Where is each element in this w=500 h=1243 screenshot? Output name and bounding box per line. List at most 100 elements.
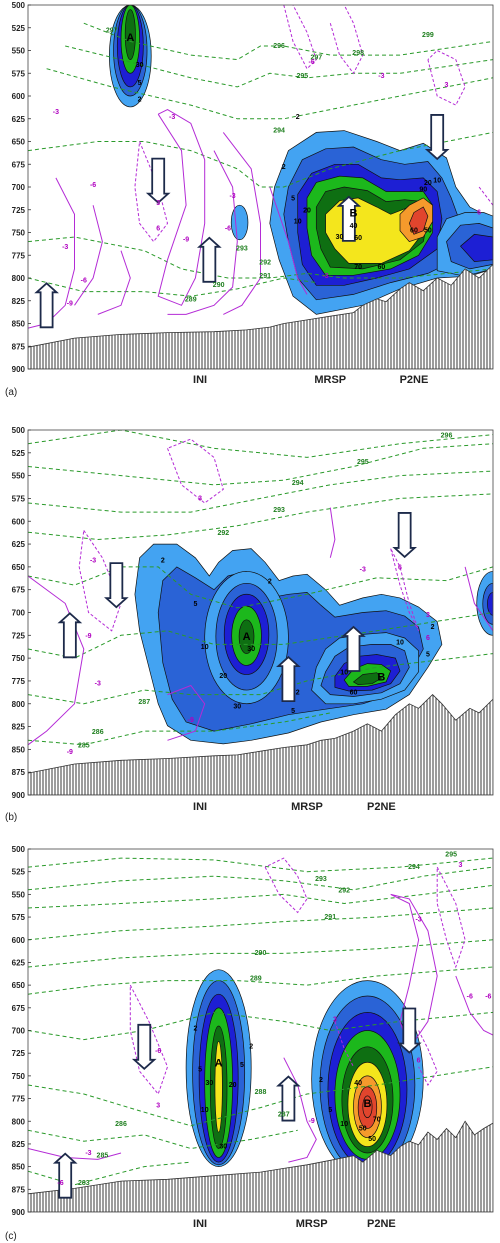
contour-label: 30 xyxy=(233,703,241,710)
y-tick-label: 575 xyxy=(12,69,26,78)
contour-label: 296 xyxy=(273,43,285,50)
omega-isoline-solid xyxy=(455,975,493,1036)
contour-label: 5 xyxy=(240,1062,244,1069)
contour-label: 6 xyxy=(426,635,430,642)
contour-label: 286 xyxy=(92,729,104,736)
y-tick-label: 725 xyxy=(12,1049,26,1058)
contour-label: 297 xyxy=(106,27,118,34)
station-label: MRSP xyxy=(314,374,346,386)
contour-label: 5 xyxy=(193,601,197,608)
y-tick-label: 850 xyxy=(12,320,26,329)
contour-label: -6 xyxy=(57,1180,63,1187)
vertical-motion-arrow-down xyxy=(424,114,450,161)
contour-label: 20 xyxy=(303,207,311,214)
contour-label: 285 xyxy=(97,1153,109,1160)
cell-label: A xyxy=(126,32,134,44)
cloud-contour xyxy=(408,206,429,235)
omega-isoline-solid xyxy=(269,186,308,295)
theta-isoline xyxy=(28,493,493,541)
contour-label: -6 xyxy=(485,994,491,1001)
theta-isoline xyxy=(83,22,493,61)
contour-label: 6 xyxy=(417,1057,421,1064)
y-tick-label: 500 xyxy=(12,426,26,435)
contour-label: -3 xyxy=(85,1150,91,1157)
theta-isoline xyxy=(28,884,493,909)
omega-isoline-dashed xyxy=(427,49,466,106)
contour-label: 30 xyxy=(336,234,344,241)
contour-label: -3 xyxy=(322,273,328,280)
cell-label: B xyxy=(377,671,385,683)
y-tick-label: 825 xyxy=(12,1140,26,1149)
contour-label: 2 xyxy=(268,578,272,585)
contour-label: 2 xyxy=(161,557,165,564)
y-tick-label: 625 xyxy=(12,540,26,549)
station-label: INI xyxy=(193,374,207,386)
y-tick-label: 775 xyxy=(12,251,26,260)
y-tick-label: 750 xyxy=(12,654,26,663)
y-tick-label: 575 xyxy=(12,494,26,503)
terrain xyxy=(28,263,493,369)
contour-label: 291 xyxy=(324,914,336,921)
contour-label: -6 xyxy=(309,59,315,66)
theta-isoline xyxy=(28,907,493,941)
cloud-contour xyxy=(214,1041,223,1133)
vertical-motion-arrow-down xyxy=(131,1023,157,1071)
contour-label: 293 xyxy=(273,507,285,514)
omega-isoline-dashed xyxy=(129,984,169,1096)
contour-label: -9 xyxy=(67,300,73,307)
contour-label: 6 xyxy=(398,565,402,572)
cloud-contour xyxy=(352,672,382,685)
contour-label: 285 xyxy=(78,743,90,750)
vertical-motion-arrow-up xyxy=(276,655,301,703)
theta-isoline xyxy=(28,236,493,279)
cell-label: A xyxy=(215,1057,223,1069)
omega-isoline-dashed xyxy=(334,1021,354,1068)
y-tick-label: 750 xyxy=(12,229,26,238)
contour-label: -3 xyxy=(360,566,366,573)
contour-label: 10 xyxy=(340,1121,348,1128)
theta-isoline xyxy=(65,45,493,88)
contour-label: 292 xyxy=(338,888,350,895)
theta-isoline xyxy=(28,1161,191,1186)
contour-label: 287 xyxy=(138,699,150,706)
y-tick-label: 675 xyxy=(12,586,26,595)
vertical-motion-arrow-up xyxy=(52,1152,78,1199)
y-tick-label: 550 xyxy=(12,47,26,56)
theta-isoline xyxy=(28,566,493,609)
contour-label: 10 xyxy=(340,670,348,677)
contour-label: 40 xyxy=(354,1080,362,1087)
y-tick-label: 650 xyxy=(12,981,26,990)
contour-label: 70 xyxy=(373,1116,381,1123)
contour-label: 30 xyxy=(219,1143,227,1150)
vertical-motion-arrow-down xyxy=(392,512,417,559)
y-tick-label: 800 xyxy=(12,1117,26,1126)
contour-label: 50 xyxy=(359,1125,367,1132)
contour-label: -9 xyxy=(85,633,91,640)
panel-label: (c) xyxy=(5,1231,17,1242)
contour-label: 60 xyxy=(410,228,418,235)
y-tick-label: 750 xyxy=(12,1072,26,1081)
y-tick-label: 525 xyxy=(12,24,26,33)
omega-isoline-dashed xyxy=(264,857,308,914)
contour-label: 296 xyxy=(441,432,453,439)
contour-label: 10 xyxy=(396,639,404,646)
cloud-cell-a xyxy=(185,969,252,1167)
omega-isoline-solid xyxy=(222,132,261,315)
panel-b: 2 5 10 2 20 30 30 2 5 10 60 10 5 2 296 295 294 293 292 287 2… xyxy=(5,426,494,823)
contour-label: 2 xyxy=(138,96,142,103)
contour-label: 3 xyxy=(458,862,462,869)
theta-isoline xyxy=(28,939,493,968)
cell-label: B xyxy=(350,207,358,219)
theta-isoline xyxy=(28,866,493,891)
cell-label: B xyxy=(363,1098,371,1110)
contour-label: 3 xyxy=(156,200,160,207)
vertical-motion-arrow-up xyxy=(57,612,83,659)
contour-label: -6 xyxy=(81,278,87,285)
y-tick-label: 800 xyxy=(12,274,26,283)
cloud-contour xyxy=(124,9,136,60)
contour-label: 90 xyxy=(419,187,427,194)
